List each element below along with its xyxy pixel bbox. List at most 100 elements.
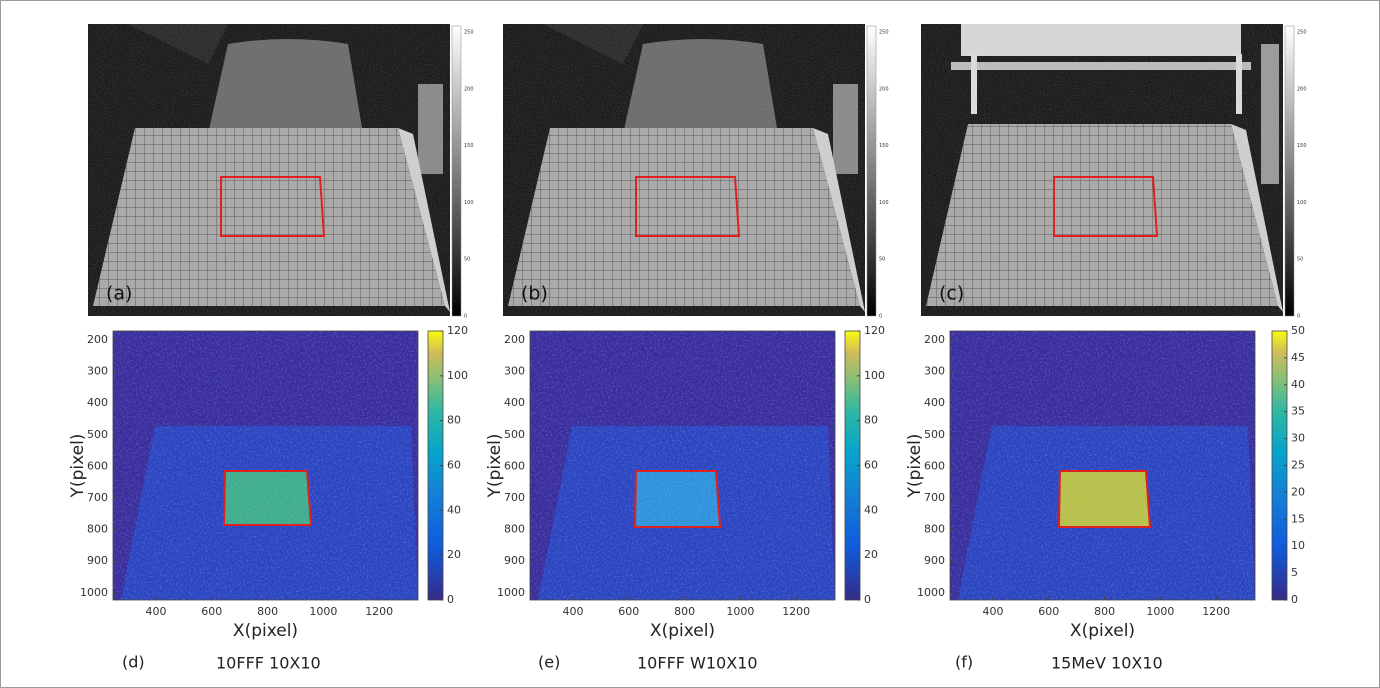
y-tick-label: 600 [504, 459, 525, 472]
photo-colorbar-tick: 50 [1297, 257, 1303, 263]
heatmap-noise [113, 331, 418, 600]
colorbar-tick-label: 0 [864, 593, 871, 606]
heatmap-noise [950, 331, 1255, 600]
y-tick-label: 1000 [917, 586, 945, 599]
photo-colorbar-tick: 50 [464, 257, 470, 263]
photo-colorbar [452, 26, 461, 316]
x-tick-label: 600 [618, 605, 639, 618]
y-tick-label: 800 [924, 523, 945, 536]
panel: (c)0501001502002502003004005006007008009… [905, 24, 1307, 673]
y-tick-label: 600 [924, 459, 945, 472]
y-tick-label: 900 [87, 554, 108, 567]
colorbar-tick-label: 60 [864, 459, 878, 472]
colorbar-tick-label: 20 [447, 548, 461, 561]
heatmap-noise [530, 331, 835, 600]
x-tick-label: 800 [1094, 605, 1115, 618]
photo-colorbar-tick: 200 [1297, 86, 1307, 92]
panel: (b)0501001502002502003004005006007008009… [485, 24, 889, 673]
colorbar-tick-label: 20 [864, 548, 878, 561]
colorbar-tick-label: 100 [864, 369, 885, 382]
x-tick-label: 800 [257, 605, 278, 618]
x-tick-label: 1200 [1202, 605, 1230, 618]
photo-colorbar-tick: 200 [879, 86, 889, 92]
y-tick-label: 200 [924, 333, 945, 346]
photo-label: (c) [939, 283, 964, 305]
caption: 10FFF 10X10 [216, 654, 321, 673]
x-tick-label: 400 [146, 605, 167, 618]
colorbar-tick-label: 15 [1291, 512, 1305, 525]
photo-colorbar-tick: 200 [464, 86, 474, 92]
y-tick-label: 700 [87, 491, 108, 504]
y-tick-label: 200 [504, 333, 525, 346]
photo-label: (a) [106, 283, 132, 305]
caption: 10FFF W10X10 [637, 654, 758, 673]
y-tick-label: 1000 [497, 586, 525, 599]
colorbar-tick-label: 5 [1291, 566, 1298, 579]
y-tick-label: 600 [87, 459, 108, 472]
photo-label: (b) [521, 283, 548, 305]
colorbar-tick-label: 80 [447, 414, 461, 427]
y-tick-label: 300 [504, 365, 525, 378]
x-axis-label: X(pixel) [1070, 621, 1135, 641]
colorbar-tick-label: 80 [864, 414, 878, 427]
y-tick-label: 400 [924, 396, 945, 409]
colorbar-tick-label: 100 [447, 369, 468, 382]
y-tick-label: 400 [504, 396, 525, 409]
y-tick-label: 900 [504, 554, 525, 567]
y-tick-label: 400 [87, 396, 108, 409]
y-tick-label: 300 [87, 365, 108, 378]
photo-grain [88, 24, 450, 316]
colorbar-tick-label: 40 [864, 503, 878, 516]
caption-letter: (f) [955, 653, 973, 672]
y-tick-label: 300 [924, 365, 945, 378]
colorbar-tick-label: 40 [1291, 378, 1305, 391]
colorbar-tick-label: 120 [447, 324, 468, 337]
colorbar-tick-label: 20 [1291, 485, 1305, 498]
photo-colorbar [867, 26, 876, 316]
x-tick-label: 1000 [726, 605, 754, 618]
colorbar-tick-label: 0 [447, 593, 454, 606]
photo-colorbar-tick: 0 [879, 314, 882, 320]
x-tick-label: 400 [563, 605, 584, 618]
colorbar-tick-label: 35 [1291, 405, 1305, 418]
x-axis-label: X(pixel) [233, 621, 298, 641]
x-tick-label: 600 [1038, 605, 1059, 618]
photo-colorbar-tick: 250 [879, 30, 889, 36]
photo-colorbar-tick: 150 [464, 143, 474, 149]
colorbar-tick-label: 25 [1291, 459, 1305, 472]
photo-colorbar-tick: 100 [1297, 200, 1307, 206]
photo-colorbar-tick: 50 [879, 257, 885, 263]
x-tick-label: 1000 [1146, 605, 1174, 618]
x-tick-label: 1000 [309, 605, 337, 618]
y-tick-label: 500 [504, 428, 525, 441]
photo-colorbar-tick: 150 [1297, 143, 1307, 149]
figure: (a)0501001502002502003004005006007008009… [0, 0, 1380, 688]
y-tick-label: 200 [87, 333, 108, 346]
x-tick-label: 600 [201, 605, 222, 618]
colorbar-tick-label: 40 [447, 503, 461, 516]
photo-grain [503, 24, 865, 316]
x-tick-label: 1200 [365, 605, 393, 618]
photo-colorbar [1285, 26, 1294, 316]
caption-letter: (d) [122, 653, 145, 672]
colorbar-tick-label: 50 [1291, 324, 1305, 337]
caption-letter: (e) [538, 653, 560, 672]
colorbar-tick-label: 10 [1291, 539, 1305, 552]
y-axis-label: Y(pixel) [68, 434, 88, 499]
y-tick-label: 500 [924, 428, 945, 441]
colorbar-tick-label: 0 [1291, 593, 1298, 606]
y-tick-label: 900 [924, 554, 945, 567]
photo-colorbar-tick: 100 [879, 200, 889, 206]
x-tick-label: 400 [983, 605, 1004, 618]
colorbar-tick-label: 60 [447, 459, 461, 472]
photo-colorbar-tick: 100 [464, 200, 474, 206]
panel: (a)0501001502002502003004005006007008009… [68, 24, 474, 673]
photo-colorbar-tick: 0 [1297, 314, 1300, 320]
y-tick-label: 1000 [80, 586, 108, 599]
x-tick-label: 800 [674, 605, 695, 618]
photo-colorbar-tick: 0 [464, 314, 467, 320]
photo-colorbar-tick: 250 [464, 30, 474, 36]
y-axis-label: Y(pixel) [905, 434, 925, 499]
photo-grain [921, 24, 1283, 316]
x-axis-label: X(pixel) [650, 621, 715, 641]
